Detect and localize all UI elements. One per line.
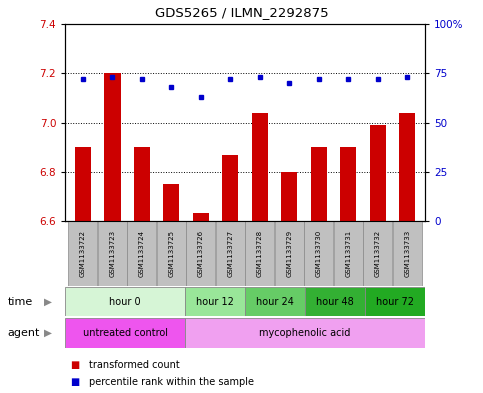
Bar bbox=[163, 184, 180, 221]
Text: transformed count: transformed count bbox=[89, 360, 180, 370]
Bar bbox=[399, 113, 415, 221]
Text: percentile rank within the sample: percentile rank within the sample bbox=[89, 376, 255, 387]
Text: ■: ■ bbox=[70, 360, 79, 370]
Bar bbox=[98, 221, 127, 286]
Text: GSM1133731: GSM1133731 bbox=[345, 230, 351, 277]
Text: ■: ■ bbox=[70, 376, 79, 387]
Bar bbox=[65, 287, 185, 316]
Bar bbox=[370, 125, 386, 221]
Bar bbox=[185, 287, 245, 316]
Text: GSM1133732: GSM1133732 bbox=[375, 230, 381, 277]
Bar bbox=[363, 221, 392, 286]
Bar bbox=[75, 147, 91, 221]
Text: GSM1133723: GSM1133723 bbox=[109, 230, 115, 277]
Text: GSM1133727: GSM1133727 bbox=[227, 230, 233, 277]
Text: GDS5265 / ILMN_2292875: GDS5265 / ILMN_2292875 bbox=[155, 6, 328, 19]
Bar bbox=[245, 221, 274, 286]
Bar bbox=[216, 221, 244, 286]
Bar bbox=[193, 213, 209, 221]
Bar bbox=[393, 221, 422, 286]
Text: GSM1133724: GSM1133724 bbox=[139, 230, 145, 277]
Text: hour 12: hour 12 bbox=[196, 297, 234, 307]
Bar bbox=[185, 318, 425, 348]
Bar bbox=[275, 221, 303, 286]
Bar bbox=[340, 147, 356, 221]
Bar bbox=[157, 221, 185, 286]
Bar bbox=[311, 147, 327, 221]
Text: hour 24: hour 24 bbox=[256, 297, 294, 307]
Text: GSM1133728: GSM1133728 bbox=[257, 230, 263, 277]
Bar bbox=[222, 154, 239, 221]
Bar bbox=[252, 113, 268, 221]
Bar bbox=[65, 318, 185, 348]
Text: mycophenolic acid: mycophenolic acid bbox=[259, 328, 351, 338]
Text: agent: agent bbox=[7, 328, 40, 338]
Text: hour 0: hour 0 bbox=[109, 297, 141, 307]
Text: hour 72: hour 72 bbox=[376, 297, 414, 307]
Text: ▶: ▶ bbox=[44, 297, 52, 307]
Text: GSM1133722: GSM1133722 bbox=[80, 230, 86, 277]
Bar bbox=[305, 287, 365, 316]
Bar bbox=[281, 172, 298, 221]
Bar bbox=[128, 221, 156, 286]
Text: time: time bbox=[7, 297, 32, 307]
Bar bbox=[334, 221, 363, 286]
Text: GSM1133729: GSM1133729 bbox=[286, 230, 292, 277]
Bar bbox=[186, 221, 215, 286]
Text: GSM1133733: GSM1133733 bbox=[404, 230, 411, 277]
Text: GSM1133725: GSM1133725 bbox=[169, 230, 174, 277]
Bar bbox=[134, 147, 150, 221]
Text: GSM1133730: GSM1133730 bbox=[316, 230, 322, 277]
Text: GSM1133726: GSM1133726 bbox=[198, 230, 204, 277]
Text: ▶: ▶ bbox=[44, 328, 52, 338]
Bar bbox=[245, 287, 305, 316]
Bar bbox=[365, 287, 425, 316]
Bar bbox=[104, 73, 120, 221]
Bar bbox=[304, 221, 333, 286]
Text: hour 48: hour 48 bbox=[316, 297, 354, 307]
Bar bbox=[69, 221, 97, 286]
Text: untreated control: untreated control bbox=[83, 328, 168, 338]
